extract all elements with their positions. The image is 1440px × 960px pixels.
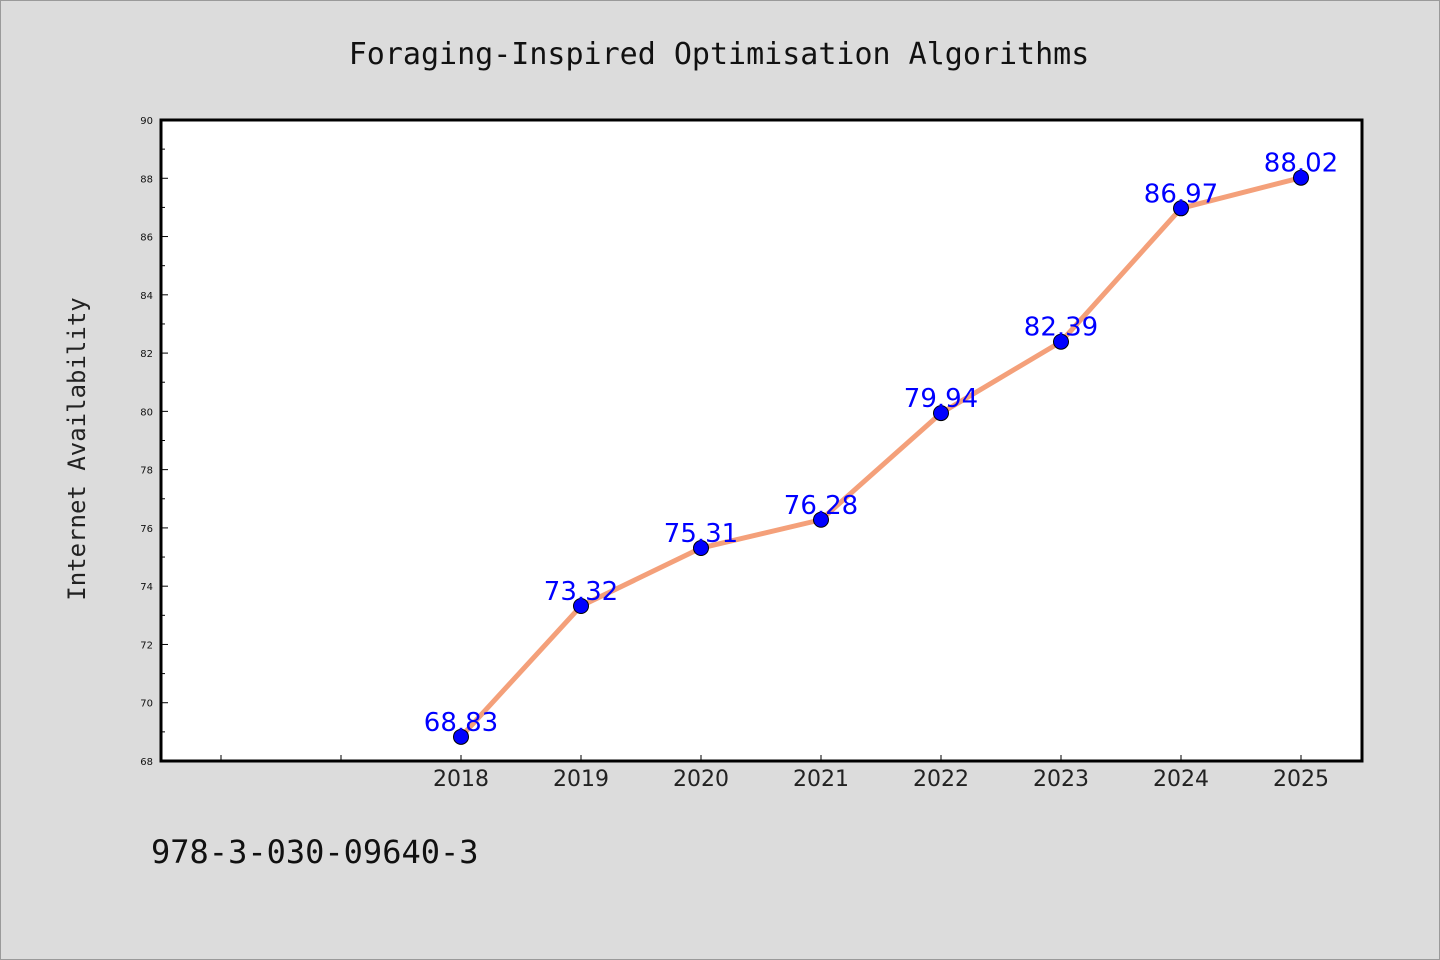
data-label: 76.28: [784, 491, 858, 521]
x-tick-label: 2022: [913, 767, 969, 792]
data-label: 75.31: [664, 519, 738, 549]
data-point-marker: [1053, 333, 1069, 350]
data-point-marker: [933, 405, 949, 422]
x-tick-label: 2023: [1033, 767, 1089, 792]
data-label: 68.83: [424, 708, 498, 738]
y-tick-label: 78: [140, 466, 153, 477]
data-label: 86.97: [1144, 179, 1218, 209]
data-point-marker: [1293, 169, 1309, 186]
data-label: 79.94: [904, 384, 978, 414]
data-label: 73.32: [544, 577, 618, 607]
y-axis-label: Internet Availability: [63, 297, 91, 600]
plot-frame: [159, 118, 1364, 763]
data-point-marker: [813, 511, 829, 528]
y-tick-label: 72: [140, 640, 153, 651]
y-tick-label: 82: [140, 349, 153, 360]
x-tick-label: 2024: [1153, 767, 1209, 792]
x-tick-label: 2020: [673, 767, 729, 792]
x-tick-label: 2025: [1273, 767, 1329, 792]
y-tick-label: 76: [140, 524, 153, 535]
y-tick-label: 86: [140, 233, 153, 244]
y-tick-label: 90: [140, 116, 153, 127]
data-point-marker: [1173, 200, 1189, 217]
y-tick-label: 80: [140, 407, 153, 418]
data-label: 82.39: [1024, 313, 1098, 343]
chart-title: Foraging-Inspired Optimisation Algorithm…: [349, 37, 1090, 72]
data-point-marker: [693, 540, 709, 557]
y-tick-label: 68: [140, 757, 153, 768]
x-tick-label: 2019: [553, 767, 609, 792]
series-line: [458, 175, 1304, 740]
y-tick-label: 74: [140, 582, 153, 593]
data-point-marker: [453, 728, 469, 745]
data-point-marker: [573, 597, 589, 614]
x-tick-label: 2018: [433, 767, 489, 792]
y-tick-label: 70: [140, 699, 153, 710]
footer-code: 978-3-030-09640-3: [151, 833, 479, 871]
x-tick-label: 2021: [793, 767, 849, 792]
x-axis-ticks: 2018 2019 2020 2021 2022 2023 2024 2025: [220, 755, 1329, 792]
y-tick-label: 84: [140, 291, 153, 302]
data-label: 88.02: [1264, 149, 1338, 179]
series-group: 68.83 73.32 75.31 76.28 79.94 82.39 86.97 88.02: [424, 149, 1338, 745]
y-tick-label: 88: [140, 174, 153, 185]
